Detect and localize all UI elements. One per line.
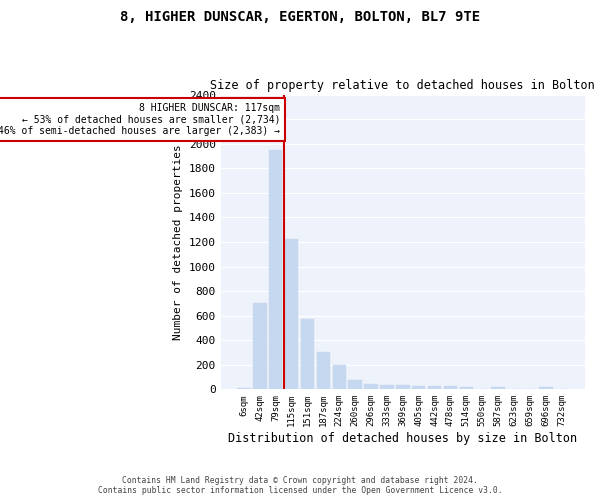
Bar [301,320,314,390]
Bar [491,387,505,390]
Bar [412,386,425,390]
Bar [253,304,266,390]
Bar [460,387,473,390]
Bar [539,387,553,390]
Bar [269,150,283,390]
Bar [507,388,521,390]
Bar [380,385,394,390]
Bar [475,388,489,390]
Y-axis label: Number of detached properties: Number of detached properties [173,144,183,340]
Bar [444,386,457,390]
X-axis label: Distribution of detached houses by size in Bolton: Distribution of detached houses by size … [228,432,577,445]
Bar [317,352,330,390]
Bar [428,386,442,390]
Text: 8, HIGHER DUNSCAR, EGERTON, BOLTON, BL7 9TE: 8, HIGHER DUNSCAR, EGERTON, BOLTON, BL7 … [120,10,480,24]
Text: Contains HM Land Registry data © Crown copyright and database right 2024.
Contai: Contains HM Land Registry data © Crown c… [98,476,502,495]
Bar [332,365,346,390]
Bar [364,384,378,390]
Text: 8 HIGHER DUNSCAR: 117sqm
← 53% of detached houses are smaller (2,734)
46% of sem: 8 HIGHER DUNSCAR: 117sqm ← 53% of detach… [0,103,280,136]
Bar [285,240,298,390]
Title: Size of property relative to detached houses in Bolton: Size of property relative to detached ho… [211,79,595,92]
Bar [349,380,362,390]
Bar [237,388,251,390]
Bar [523,388,536,390]
Bar [396,385,410,390]
